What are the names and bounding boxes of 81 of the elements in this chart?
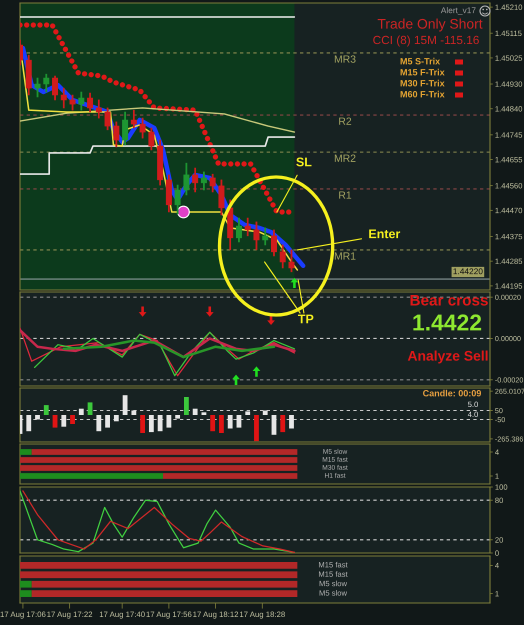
annotation: Candle: 00:09	[423, 390, 482, 396]
candlestick	[104, 108, 111, 130]
annotation: M60 F-Trix	[400, 90, 445, 98]
bar	[280, 415, 286, 432]
bar	[44, 405, 49, 415]
bar	[78, 408, 84, 415]
bar	[61, 415, 66, 427]
ref-line-label: MR1	[334, 252, 356, 260]
bar	[262, 410, 268, 415]
candlestick	[34, 78, 41, 98]
bar	[35, 415, 40, 420]
candlestick	[236, 218, 242, 242]
bar	[219, 415, 224, 433]
bar	[289, 415, 294, 428]
bar	[96, 415, 102, 432]
annotation: TP	[298, 314, 314, 324]
candlestick	[140, 118, 146, 138]
bar	[70, 415, 75, 424]
candlestick	[270, 230, 277, 256]
candlestick	[183, 162, 190, 196]
ref-line-label: MR2	[334, 154, 356, 162]
ref-line-label: 1.44220	[453, 268, 483, 274]
candlestick	[148, 128, 154, 150]
annotation: SL	[296, 158, 312, 166]
candlestick	[113, 122, 120, 148]
bar	[131, 410, 136, 415]
candlestick	[288, 250, 294, 272]
bar	[158, 415, 163, 432]
candlestick	[52, 76, 58, 100]
candlestick	[200, 172, 207, 190]
bar	[175, 415, 180, 419]
annotation: Analyze Sell	[408, 350, 488, 364]
bar	[26, 415, 32, 432]
annotation: Enter	[369, 230, 400, 238]
ref-line-label: MR3	[334, 55, 356, 63]
candlestick	[174, 184, 181, 214]
candlestick	[87, 92, 94, 112]
bar	[122, 395, 128, 415]
annotation: Bear cross	[410, 294, 488, 306]
annotation: CCI (8) 15M -115.16	[373, 36, 479, 46]
candlestick	[218, 180, 224, 216]
annotation: 1.4422	[413, 314, 482, 330]
bar	[245, 411, 250, 415]
ref-line-label: R2	[339, 117, 352, 125]
bar	[148, 415, 154, 432]
bar	[202, 412, 206, 415]
candlestick	[122, 112, 128, 146]
annotation: Trade Only Short	[378, 18, 483, 32]
annotation: M15 F-Trix	[400, 68, 445, 76]
candlestick	[60, 88, 67, 108]
bar	[88, 402, 92, 415]
candlestick	[70, 94, 76, 110]
bar	[105, 415, 110, 428]
candlestick	[210, 174, 216, 192]
candlestick	[253, 222, 260, 250]
candlestick	[280, 244, 286, 268]
bar	[140, 415, 146, 433]
candlestick	[166, 174, 172, 212]
candlestick	[244, 218, 251, 236]
bar	[192, 408, 198, 415]
candlestick	[130, 110, 137, 128]
bar	[236, 415, 242, 428]
bar	[272, 415, 276, 435]
bar	[166, 415, 172, 428]
candlestick	[157, 140, 164, 186]
bar	[228, 415, 233, 428]
bar	[184, 397, 189, 415]
candlestick	[192, 168, 198, 192]
bar	[114, 415, 119, 422]
candlestick	[96, 100, 102, 118]
candlestick	[262, 228, 268, 246]
annotation: M5 S-Trix	[400, 58, 440, 64]
candlestick	[78, 92, 84, 110]
candlestick	[43, 74, 50, 92]
annotation: Alert_v17	[440, 7, 476, 15]
ref-line-label: R1	[339, 191, 352, 199]
bar	[210, 415, 216, 432]
bar	[52, 415, 58, 428]
annotation: M30 F-Trix	[400, 80, 445, 86]
candlestick	[26, 54, 32, 96]
bar	[254, 415, 259, 442]
